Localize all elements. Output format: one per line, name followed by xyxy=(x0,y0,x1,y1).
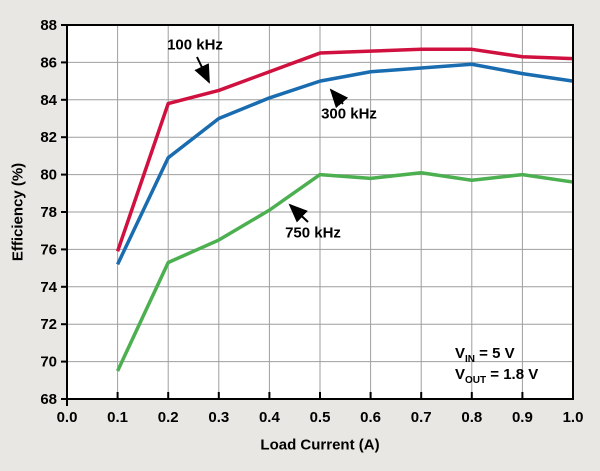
vin-value: = 5 V xyxy=(475,345,515,362)
vin-subscript: IN xyxy=(465,354,476,365)
y-tick-label: 72 xyxy=(40,316,57,333)
vin-annotation: VIN = 5 V xyxy=(455,343,538,365)
x-tick-label: 0.9 xyxy=(512,409,533,426)
y-tick-label: 70 xyxy=(40,354,57,371)
y-tick-label: 76 xyxy=(40,241,57,258)
series-label-100khz: 100 kHz xyxy=(167,36,223,54)
y-tick-label: 68 xyxy=(40,391,57,408)
x-tick-label: 0.7 xyxy=(411,409,432,426)
y-axis-title: Efficiency (%) xyxy=(9,162,27,262)
test-conditions: VIN = 5 V VOUT = 1.8 V xyxy=(455,343,539,386)
arrow-to-750khz-line xyxy=(288,203,309,223)
series-line-750-khz xyxy=(116,170,574,372)
x-axis-title: Load Current (A) xyxy=(260,436,380,454)
vout-symbol: V xyxy=(455,366,466,383)
x-tick-label: 1.0 xyxy=(563,409,584,426)
vout-annotation: VOUT = 1.8 V xyxy=(455,364,539,386)
x-tick-label: 0.4 xyxy=(259,409,281,426)
y-tick-label: 74 xyxy=(40,279,57,296)
vout-value: = 1.8 V xyxy=(486,366,539,383)
y-tick-label: 80 xyxy=(40,167,57,184)
arrow-to-100khz-line xyxy=(194,56,210,84)
x-tick-label: 0.5 xyxy=(310,409,331,426)
y-tick-label: 84 xyxy=(40,92,57,109)
vout-subscript: OUT xyxy=(465,375,487,386)
x-tick-label: 0.8 xyxy=(461,409,482,426)
arrow-to-300khz-line xyxy=(329,88,349,109)
y-tick-label: 82 xyxy=(40,129,57,146)
y-tick-label: 86 xyxy=(40,54,57,71)
x-tick-label: 0.0 xyxy=(57,409,78,426)
series-label-750khz: 750 kHz xyxy=(285,224,341,242)
series-label-300khz: 300 kHz xyxy=(321,105,377,123)
series-label-arrows xyxy=(194,56,349,223)
x-tick-label: 0.1 xyxy=(107,409,128,426)
x-tick-label: 0.6 xyxy=(360,409,381,426)
x-tick-label: 0.3 xyxy=(208,409,229,426)
y-tick-label: 88 xyxy=(40,17,57,34)
vin-symbol: V xyxy=(455,345,466,362)
x-tick-label: 0.2 xyxy=(158,409,179,426)
series-line-300-khz xyxy=(116,62,574,266)
series-line-100-khz xyxy=(115,47,574,252)
y-tick-label: 78 xyxy=(40,204,57,221)
